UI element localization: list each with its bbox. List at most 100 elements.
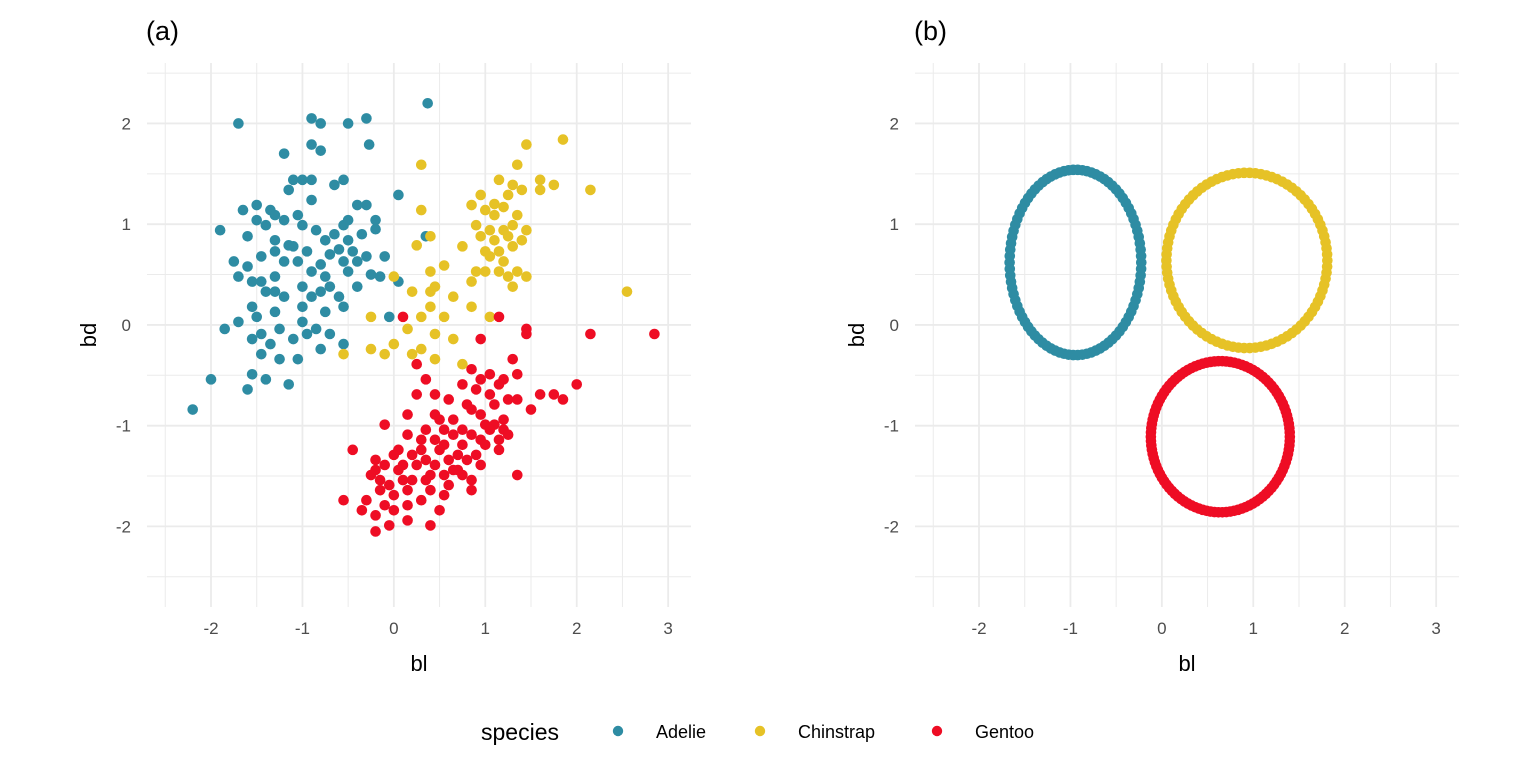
point-adelie [351, 256, 363, 267]
point-chinstrap [534, 184, 546, 196]
point-adelie [324, 249, 336, 260]
point-adelie [274, 323, 285, 335]
point-adelie [393, 189, 404, 201]
point-chinstrap [493, 246, 505, 257]
point-adelie [205, 374, 217, 385]
point-chinstrap [415, 204, 427, 216]
point-adelie [251, 311, 263, 323]
point-chinstrap [365, 343, 377, 355]
point-chinstrap [447, 291, 459, 303]
point-chinstrap [415, 343, 427, 355]
point-adelie [297, 174, 308, 186]
point-gentoo [452, 449, 464, 461]
point-gentoo [525, 404, 537, 415]
point-chinstrap [507, 219, 519, 231]
point-chinstrap [507, 179, 519, 191]
point-gentoo [502, 394, 514, 405]
point-adelie [269, 209, 281, 221]
point-adelie [283, 184, 295, 196]
point-gentoo [402, 499, 413, 511]
point-adelie [347, 246, 359, 257]
point-gentoo [493, 311, 505, 323]
point-gentoo [388, 489, 400, 501]
point-gentoo [402, 484, 413, 496]
point-gentoo [443, 479, 455, 491]
point-gentoo [406, 474, 418, 486]
point-gentoo [457, 379, 468, 390]
y-axis-title-b: bd [844, 323, 869, 347]
point-gentoo [466, 474, 477, 486]
grid-b [915, 63, 1459, 607]
y-tick-label-b: 2 [890, 114, 899, 133]
point-gentoo [493, 379, 505, 390]
point-chinstrap [585, 184, 596, 196]
point-gentoo [484, 424, 496, 435]
y-tick-label-a: -1 [116, 417, 131, 436]
point-chinstrap [411, 240, 423, 251]
point-adelie [351, 281, 363, 292]
point-adelie [374, 271, 386, 282]
y-tick-label-a: 0 [122, 316, 131, 335]
point-adelie [228, 256, 240, 267]
point-gentoo [493, 444, 505, 456]
point-gentoo [649, 328, 660, 340]
point-chinstrap [479, 204, 491, 216]
point-chinstrap [493, 266, 505, 277]
point-chinstrap [502, 230, 514, 242]
point-chinstrap [466, 199, 477, 211]
point-gentoo [415, 494, 427, 506]
x-tick-label-b: -1 [1063, 619, 1078, 638]
point-gentoo [470, 449, 482, 461]
point-gentoo [443, 454, 455, 466]
point-chinstrap [402, 323, 413, 335]
point-chinstrap [415, 311, 427, 323]
point-adelie [292, 353, 304, 365]
point-gentoo [434, 444, 445, 456]
point-adelie [251, 199, 263, 211]
point-chinstrap [406, 348, 418, 360]
point-adelie [297, 219, 308, 231]
point-gentoo [434, 414, 445, 425]
point-chinstrap [470, 266, 482, 277]
y-axis-title-a: bd [76, 323, 101, 347]
point-adelie [365, 269, 377, 280]
point-adelie [278, 214, 290, 226]
point-adelie [297, 316, 308, 328]
point-gentoo [475, 459, 487, 471]
point-adelie [306, 113, 317, 124]
y-tick-label-b: 0 [890, 316, 899, 335]
point-adelie [260, 219, 272, 231]
point-gentoo [370, 510, 381, 521]
point-chinstrap [475, 230, 487, 242]
point-adelie [329, 228, 340, 240]
point-gentoo [438, 489, 450, 501]
point-adelie [265, 338, 276, 350]
point-gentoo [429, 434, 441, 446]
point-gentoo [361, 494, 372, 506]
point-adelie [338, 256, 349, 267]
point-adelie [233, 316, 244, 328]
legend-swatch-adelie [612, 725, 624, 737]
point-gentoo [571, 379, 583, 390]
point-chinstrap [489, 235, 500, 246]
point-gentoo [420, 374, 432, 385]
x-tick-label-b: 1 [1249, 619, 1258, 638]
point-adelie [338, 219, 349, 231]
point-chinstrap [388, 271, 400, 282]
point-gentoo [452, 464, 464, 476]
point-gentoo [411, 389, 423, 400]
x-axis-title-b: bl [1178, 651, 1195, 676]
point-adelie [297, 281, 308, 292]
point-gentoo [466, 484, 477, 496]
legend-item-adelie: Adelie [612, 722, 706, 742]
point-adelie [255, 328, 267, 340]
point-chinstrap [521, 139, 532, 150]
point-adelie [242, 230, 253, 242]
point-gentoo [383, 520, 395, 531]
point-adelie [315, 343, 327, 355]
point-gentoo [466, 429, 477, 441]
point-adelie [214, 224, 226, 236]
point-chinstrap [479, 266, 491, 277]
point-chinstrap [425, 230, 436, 242]
point-chinstrap [457, 241, 468, 252]
